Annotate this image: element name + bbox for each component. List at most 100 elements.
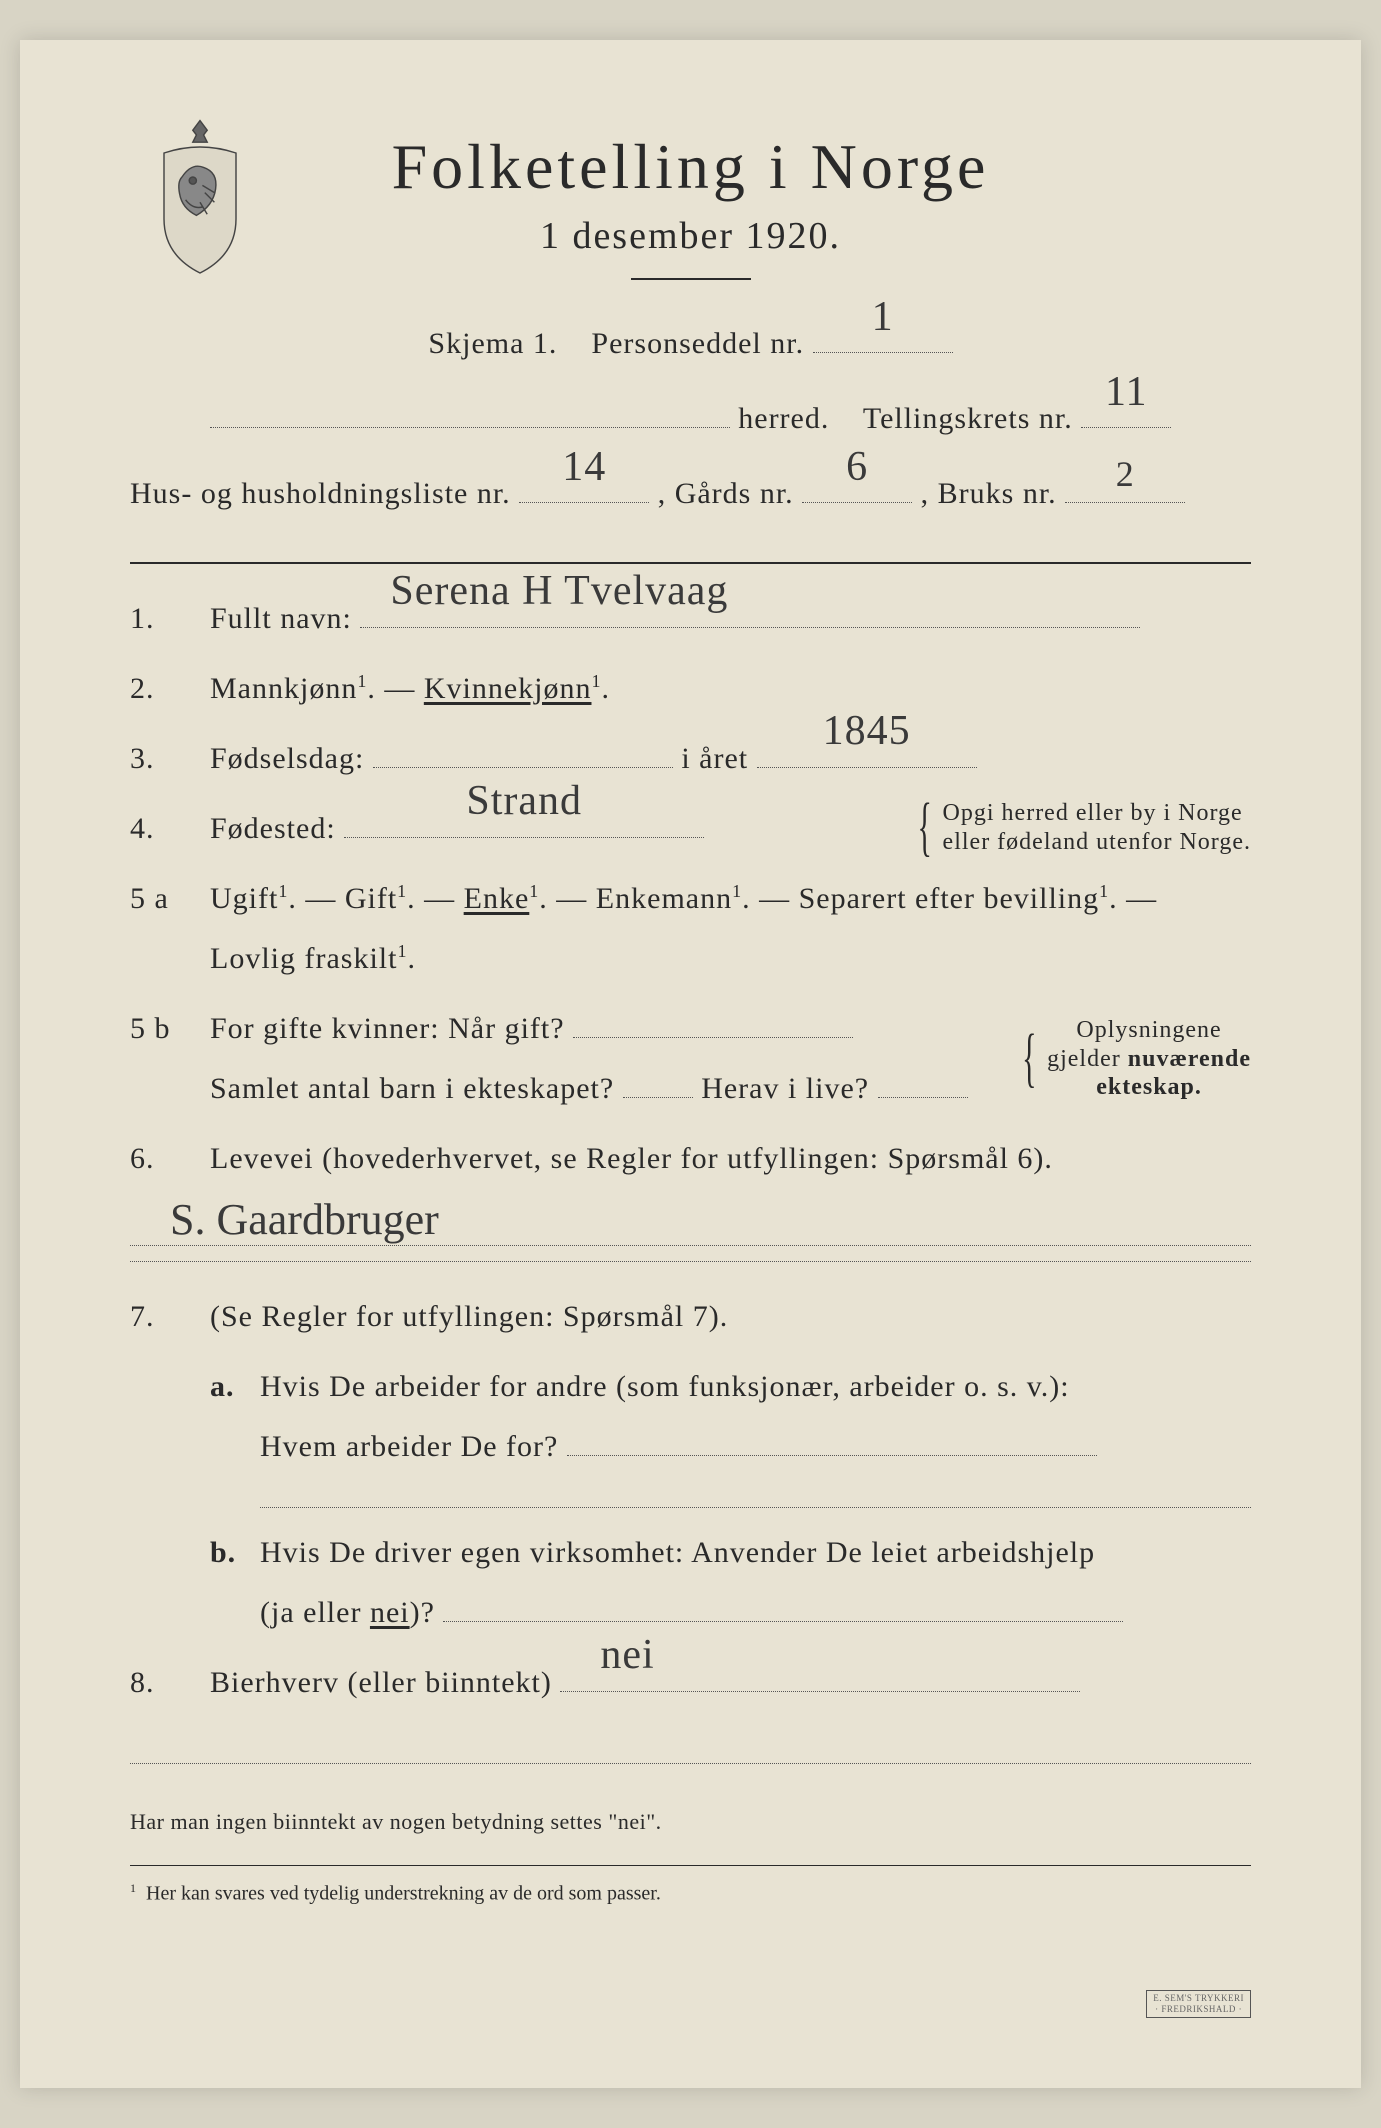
q7b-text1: Hvis De driver egen virksomhet: Anvender… — [260, 1536, 1095, 1569]
tellingskrets-value: 11 — [1105, 353, 1147, 433]
foot-rule — [130, 1865, 1251, 1866]
blank-line-end — [130, 1763, 1251, 1764]
q7b-text2end: )? — [410, 1596, 435, 1629]
q7-num: 7. — [130, 1287, 210, 1643]
q5b-label1: For gifte kvinner: Når gift? — [210, 1012, 565, 1045]
q5a-gift: Gift — [345, 882, 397, 915]
q7b-label: b. — [210, 1523, 260, 1643]
q2-kvinne: Kvinnekjønn — [424, 672, 592, 705]
q7b-nei: nei — [370, 1596, 410, 1629]
q5b-blank1 — [573, 1037, 853, 1038]
husliste-blank: 14 — [519, 467, 649, 503]
q3-label: Fødselsdag: — [210, 742, 364, 775]
q5b-note: Oplysningene gjelder nuværende ekteskap. — [1027, 1016, 1251, 1102]
q4-label: Fødested: — [210, 812, 336, 845]
q5a-ugift: Ugift — [210, 882, 278, 915]
q3-year-value: 1845 — [823, 689, 911, 773]
coat-of-arms-icon — [140, 110, 260, 280]
q5a-lovlig: Lovlig fraskilt — [210, 942, 397, 975]
q7: 7. (Se Regler for utfyllingen: Spørsmål … — [130, 1287, 1251, 1643]
herred-line: herred. Tellingskrets nr. 11 — [130, 390, 1251, 447]
q5b-blank2 — [623, 1097, 693, 1098]
q5a: 5 a Ugift1. — Gift1. — Enke1. — Enkemann… — [130, 869, 1251, 989]
printer-mark: E. SEM'S TRYKKERI · FREDRIKSHALD · — [1146, 1990, 1251, 2018]
printer-line2: · FREDRIKSHALD · — [1153, 2004, 1244, 2015]
q6-label: Levevei (hovederhvervet, se Regler for u… — [210, 1142, 1053, 1175]
q5b: 5 b For gifte kvinner: Når gift? Samlet … — [130, 999, 1251, 1119]
herred-blank — [210, 392, 730, 428]
q7a-text1: Hvis De arbeider for andre (som funksjon… — [260, 1370, 1070, 1403]
q8-value: nei — [600, 1613, 654, 1697]
husliste-label: Hus- og husholdningsliste nr. — [130, 477, 511, 510]
q1-label: Fullt navn: — [210, 602, 352, 635]
tellingskrets-blank: 11 — [1081, 392, 1171, 428]
q6-num: 6. — [130, 1129, 210, 1189]
q7a-label: a. — [210, 1357, 260, 1508]
q6: 6. Levevei (hovederhvervet, se Regler fo… — [130, 1129, 1251, 1189]
q3-num: 3. — [130, 729, 210, 789]
q5a-enke: Enke — [464, 882, 530, 915]
form-header: Folketelling i Norge 1 desember 1920. Sk… — [130, 130, 1251, 522]
schema-label: Skjema 1. — [428, 327, 557, 360]
q2: 2. Mannkjønn1. — Kvinnekjønn1. — [130, 659, 1251, 719]
q8: 8. Bierhverv (eller biinntekt) nei — [130, 1653, 1251, 1713]
bruks-value: 2 — [1116, 440, 1135, 508]
personseddel-blank: 1 — [813, 317, 953, 353]
schema-line: Skjema 1. Personseddel nr. 1 — [130, 315, 1251, 372]
gards-label: , Gårds nr. — [658, 477, 794, 510]
q7-label: (Se Regler for utfyllingen: Spørsmål 7). — [210, 1300, 728, 1333]
husliste-line: Hus- og husholdningsliste nr. 14 , Gårds… — [130, 465, 1251, 522]
q5b-label3: Herav i live? — [701, 1072, 869, 1105]
q7a-blank2 — [260, 1507, 1251, 1508]
q8-label: Bierhverv (eller biinntekt) — [210, 1666, 552, 1699]
census-form-page: Folketelling i Norge 1 desember 1920. Sk… — [20, 40, 1361, 2088]
questions-block: 1. Fullt navn: Serena H Tvelvaag 2. Mann… — [130, 589, 1251, 1906]
q8-blank: nei — [560, 1656, 1080, 1692]
bruks-label: , Bruks nr. — [921, 477, 1057, 510]
q1-num: 1. — [130, 589, 210, 649]
q3: 3. Fødselsdag: i året 1845 — [130, 729, 1251, 789]
q3-year-blank: 1845 — [757, 732, 977, 768]
q3-middle: i året — [681, 742, 748, 775]
herred-label: herred. — [738, 402, 829, 435]
q5b-note1: Oplysningene — [1047, 1016, 1251, 1045]
main-title: Folketelling i Norge — [130, 130, 1251, 204]
husliste-value: 14 — [562, 428, 606, 508]
footnote-2: 1 Her kan svares ved tydelig understrekn… — [130, 1881, 1251, 1906]
personseddel-value: 1 — [872, 278, 894, 358]
q5b-num: 5 b — [130, 999, 210, 1119]
q5b-note3: ekteskap. — [1047, 1073, 1251, 1102]
q4: 4. Fødested: Strand Opgi herred eller by… — [130, 799, 1251, 859]
date-subtitle: 1 desember 1920. — [130, 214, 1251, 258]
q4-note-line1: Opgi herred eller by i Norge — [943, 799, 1251, 828]
gards-value: 6 — [846, 428, 868, 508]
printer-line1: E. SEM'S TRYKKERI — [1153, 1993, 1244, 2004]
q6-value: S. Gaardbruger — [130, 1194, 1251, 1246]
q1-value: Serena H Tvelvaag — [390, 549, 728, 633]
q2-mann: Mannkjønn — [210, 672, 357, 705]
personseddel-label: Personseddel nr. — [591, 327, 804, 360]
footnote-1: Har man ingen biinntekt av nogen betydni… — [130, 1809, 1251, 1835]
q1: 1. Fullt navn: Serena H Tvelvaag — [130, 589, 1251, 649]
q7a-blank — [567, 1455, 1097, 1456]
q4-note-line2: eller fødeland utenfor Norge. — [943, 828, 1251, 857]
q7a-text2: Hvem arbeider De for? — [260, 1430, 558, 1463]
q5b-label2: Samlet antal barn i ekteskapet? — [210, 1072, 614, 1105]
q4-note: Opgi herred eller by i Norge eller fødel… — [923, 799, 1251, 857]
bruks-blank: 2 — [1065, 467, 1185, 503]
q5b-blank3 — [878, 1097, 968, 1098]
tellingskrets-label: Tellingskrets nr. — [863, 402, 1073, 435]
q5a-separert: Separert efter bevilling — [799, 882, 1100, 915]
q4-num: 4. — [130, 799, 210, 859]
q5a-num: 5 a — [130, 869, 210, 989]
q7b-blank — [443, 1621, 1123, 1622]
header-divider — [631, 278, 751, 280]
q6-blank2 — [130, 1261, 1251, 1262]
q2-num: 2. — [130, 659, 210, 719]
q7b-text2: (ja eller — [260, 1596, 361, 1629]
gards-blank: 6 — [802, 467, 912, 503]
q1-blank: Serena H Tvelvaag — [360, 627, 1140, 628]
q4-blank: Strand — [344, 802, 704, 838]
q8-num: 8. — [130, 1653, 210, 1713]
q5a-enkemann: Enkemann — [596, 882, 732, 915]
